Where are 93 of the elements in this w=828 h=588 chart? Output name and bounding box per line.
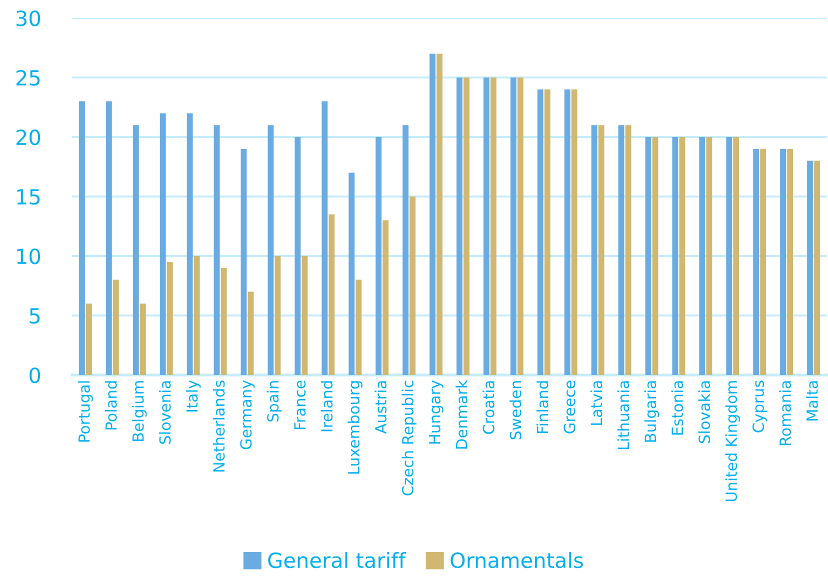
legend-label: General tariff <box>268 552 406 568</box>
x-tick-label: Lithuania <box>617 381 630 450</box>
x-tick-label: Bulgaria <box>644 381 660 442</box>
bar <box>402 125 409 375</box>
bar <box>699 137 706 375</box>
x-tick-label: Austria <box>374 381 387 434</box>
bar <box>112 280 119 375</box>
x-tick-label: Czech Republic <box>402 380 416 496</box>
bar <box>618 125 624 375</box>
x-tick-label: Croatia <box>482 381 494 434</box>
bar <box>410 196 416 375</box>
bar <box>240 148 247 375</box>
bar <box>302 256 308 375</box>
x-tick-label: Estonia <box>671 381 684 435</box>
bar <box>571 89 578 375</box>
x-tick-label: Poland <box>105 381 117 430</box>
bar <box>544 89 550 375</box>
bar <box>86 304 92 375</box>
legend-label: Ornamentals <box>450 552 583 568</box>
x-tick-label: Slovakia <box>698 381 710 444</box>
x-tick-label: Cyprus <box>752 380 767 432</box>
x-tick-label: Romania <box>779 381 791 446</box>
bar <box>726 137 732 375</box>
x-tick-label: Belgium <box>132 381 147 441</box>
y-tick-label: 25 <box>16 70 40 86</box>
x-tick-label: Slovenia <box>158 381 171 444</box>
bar <box>652 137 658 375</box>
bar <box>220 268 227 375</box>
bar <box>186 113 193 375</box>
y-tick-label: 10 <box>17 248 40 264</box>
x-tick-label: Netherlands <box>212 380 225 472</box>
bar <box>376 137 382 375</box>
bar <box>672 137 678 375</box>
bar <box>787 148 794 375</box>
bar <box>132 125 139 375</box>
bar <box>564 89 570 375</box>
x-tick-label: Finland <box>536 381 548 433</box>
x-tick-label: Italy <box>186 380 201 412</box>
bar <box>322 101 328 375</box>
x-tick-label: France <box>294 380 306 430</box>
bar <box>464 78 470 375</box>
bar <box>645 137 652 375</box>
bar <box>490 78 496 375</box>
bar <box>194 256 200 375</box>
bar <box>537 89 544 375</box>
bar <box>268 125 274 375</box>
bar <box>140 304 146 375</box>
bar <box>625 125 632 375</box>
bar <box>382 220 389 375</box>
bar <box>79 101 85 375</box>
bar <box>517 78 524 375</box>
bar <box>814 160 820 375</box>
bar <box>348 172 355 375</box>
bar <box>248 292 254 375</box>
x-tick-label: Hungary <box>429 380 444 444</box>
bar <box>328 214 335 375</box>
x-tick-label: Luxembourg <box>348 381 363 474</box>
x-tick-label: Latvia <box>590 381 602 425</box>
y-tick-label: 5 <box>30 308 40 324</box>
bar <box>294 137 301 375</box>
bar <box>356 280 362 375</box>
bar <box>483 78 490 375</box>
bar <box>760 148 766 375</box>
bar <box>807 160 813 375</box>
y-tick-label: 30 <box>16 10 40 26</box>
bar <box>436 54 442 375</box>
x-tick-label: Portugal <box>78 381 93 442</box>
bar <box>679 137 686 375</box>
x-tick-label: Greece <box>564 380 576 434</box>
bar <box>430 54 436 375</box>
bar <box>780 148 786 375</box>
bar <box>510 78 516 375</box>
bar <box>456 78 462 375</box>
bar <box>733 137 740 375</box>
bar <box>591 125 598 375</box>
x-tick-label: Ireland <box>320 381 333 432</box>
y-tick-label: 20 <box>16 129 40 146</box>
x-tick-label: United Kingdom <box>725 381 740 502</box>
y-tick-label: 15 <box>17 189 40 205</box>
bar <box>753 148 760 375</box>
x-tick-label: Sweden <box>510 381 522 440</box>
x-tick-label: Germany <box>240 380 255 450</box>
bar <box>706 137 712 375</box>
x-tick-label: Malta <box>806 381 818 420</box>
x-tick-label: Spain <box>266 381 282 422</box>
bar <box>160 113 166 375</box>
bar <box>274 256 281 375</box>
bar <box>214 125 220 375</box>
y-tick-label: 0 <box>30 367 40 384</box>
bar <box>598 125 604 375</box>
bar <box>106 101 112 375</box>
bar <box>166 262 173 375</box>
x-tick-label: Denmark <box>456 380 468 449</box>
